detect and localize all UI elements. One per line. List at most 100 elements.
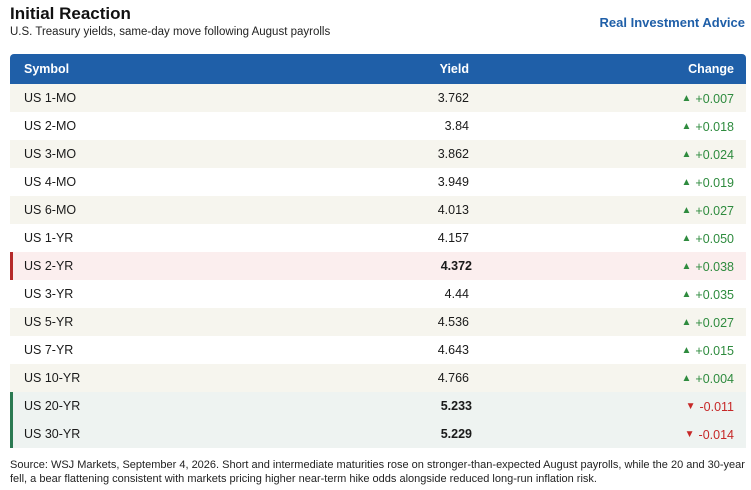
cell-yield: 4.643 <box>437 343 469 357</box>
table-row: US 1-MO 3.762 ▲ +0.007 <box>10 84 746 112</box>
table-row: US 2-MO 3.84 ▲ +0.018 <box>10 112 746 140</box>
triangle-up-icon: ▲ <box>681 149 692 161</box>
triangle-up-icon: ▲ <box>681 121 692 133</box>
change-value: ▲ +0.035 <box>682 288 735 302</box>
table-row: US 5-YR 4.536 ▲ +0.027 <box>10 308 746 336</box>
cell-symbol: US 3-MO <box>24 147 77 161</box>
change-value: ▲ +0.027 <box>682 316 735 330</box>
cell-change: ▲ +0.007 <box>469 90 746 106</box>
table-row: US 2-YR 4.372 ▲ +0.038 <box>10 252 746 280</box>
triangle-up-icon: ▲ <box>681 205 692 217</box>
cell-yield: 4.372 <box>440 259 472 273</box>
cell-change: ▲ +0.019 <box>469 174 746 190</box>
change-text: +0.015 <box>695 343 734 358</box>
change-text: +0.050 <box>695 231 734 246</box>
cell-yield: 3.84 <box>444 119 469 133</box>
cell-change: ▲ +0.024 <box>469 146 746 162</box>
table-row: US 20-YR 5.233 ▼ -0.011 <box>10 392 746 420</box>
triangle-up-icon: ▲ <box>681 177 692 189</box>
cell-change: ▲ +0.038 <box>472 258 746 274</box>
triangle-up-icon: ▲ <box>681 345 692 357</box>
change-text: +0.007 <box>695 91 734 106</box>
change-text: -0.014 <box>698 427 734 442</box>
page-title: Initial Reaction <box>10 4 131 23</box>
change-value: ▲ +0.018 <box>682 120 735 134</box>
cell-symbol: US 3-YR <box>24 287 74 301</box>
triangle-up-icon: ▲ <box>681 261 692 273</box>
cell-symbol: US 2-YR <box>24 259 74 273</box>
change-value: ▲ +0.024 <box>682 148 735 162</box>
column-header-change: Change <box>688 62 734 76</box>
table-row: US 1-YR 4.157 ▲ +0.050 <box>10 224 746 252</box>
change-value: ▼ -0.011 <box>686 400 734 414</box>
cell-symbol: US 10-YR <box>24 371 81 385</box>
change-text: +0.038 <box>695 259 734 274</box>
change-text: +0.027 <box>695 203 734 218</box>
change-text: +0.035 <box>695 287 734 302</box>
table-row: US 7-YR 4.643 ▲ +0.015 <box>10 336 746 364</box>
change-value: ▲ +0.019 <box>682 176 735 190</box>
yields-table: Symbol Yield Change US 1-MO 3.762 ▲ +0.007 U… <box>10 54 746 448</box>
cell-yield: 3.949 <box>437 175 469 189</box>
cell-symbol: US 7-YR <box>24 343 74 357</box>
change-text: +0.019 <box>695 175 734 190</box>
cell-symbol: US 2-MO <box>24 119 77 133</box>
cell-symbol: US 30-YR <box>24 427 81 441</box>
brand-logo-text: Real Investment Advice <box>599 15 745 30</box>
cell-change: ▲ +0.035 <box>469 286 746 302</box>
triangle-up-icon: ▲ <box>681 289 692 301</box>
cell-yield: 5.233 <box>440 399 472 413</box>
page-subtitle: U.S. Treasury yields, same-day move foll… <box>10 26 331 38</box>
change-text: -0.011 <box>699 399 734 414</box>
cell-symbol: US 1-MO <box>24 91 77 105</box>
cell-change: ▲ +0.027 <box>469 314 746 330</box>
column-header-symbol: Symbol <box>24 62 70 76</box>
triangle-up-icon: ▲ <box>681 373 692 385</box>
change-value: ▲ +0.050 <box>682 232 735 246</box>
cell-yield: 4.766 <box>437 371 469 385</box>
footnote: Source: WSJ Markets, September 4, 2026. … <box>10 459 745 485</box>
change-value: ▲ +0.004 <box>682 372 735 386</box>
cell-yield: 3.762 <box>437 91 469 105</box>
change-value: ▲ +0.038 <box>682 260 735 274</box>
table-row: US 6-MO 4.013 ▲ +0.027 <box>10 196 746 224</box>
cell-symbol: US 1-YR <box>24 231 74 245</box>
change-text: +0.018 <box>695 119 734 134</box>
table-row: US 4-MO 3.949 ▲ +0.019 <box>10 168 746 196</box>
cell-yield: 5.229 <box>440 427 472 441</box>
triangle-down-icon: ▼ <box>684 429 695 441</box>
table-row: US 3-MO 3.862 ▲ +0.024 <box>10 140 746 168</box>
table-row: US 10-YR 4.766 ▲ +0.004 <box>10 364 746 392</box>
change-value: ▲ +0.007 <box>682 92 735 106</box>
cell-symbol: US 20-YR <box>24 399 81 413</box>
cell-change: ▲ +0.015 <box>469 342 746 358</box>
triangle-up-icon: ▲ <box>681 233 692 245</box>
table-row: US 3-YR 4.44 ▲ +0.035 <box>10 280 746 308</box>
cell-symbol: US 6-MO <box>24 203 77 217</box>
cell-change: ▲ +0.050 <box>469 230 746 246</box>
cell-change: ▲ +0.027 <box>469 202 746 218</box>
triangle-up-icon: ▲ <box>681 93 692 105</box>
change-text: +0.004 <box>695 371 734 386</box>
cell-change: ▲ +0.004 <box>469 370 746 386</box>
table-row: US 30-YR 5.229 ▼ -0.014 <box>10 420 746 448</box>
cell-yield: 4.536 <box>437 315 469 329</box>
triangle-down-icon: ▼ <box>685 401 696 413</box>
cell-symbol: US 4-MO <box>24 175 77 189</box>
cell-change: ▲ +0.018 <box>469 118 746 134</box>
change-text: +0.024 <box>695 147 734 162</box>
cell-change: ▼ -0.011 <box>472 398 746 414</box>
cell-yield: 4.157 <box>437 231 469 245</box>
triangle-up-icon: ▲ <box>681 317 692 329</box>
column-header-yield: Yield <box>439 62 469 76</box>
cell-symbol: US 5-YR <box>24 315 74 329</box>
change-text: +0.027 <box>695 315 734 330</box>
table-header-row: Symbol Yield Change <box>10 54 746 84</box>
cell-yield: 3.862 <box>437 147 469 161</box>
table-body: US 1-MO 3.762 ▲ +0.007 US 2-MO 3.84 ▲ +0.018 US … <box>10 84 746 448</box>
change-value: ▲ +0.027 <box>682 204 735 218</box>
cell-yield: 4.44 <box>444 287 469 301</box>
change-value: ▼ -0.014 <box>685 428 734 442</box>
cell-change: ▼ -0.014 <box>472 426 746 442</box>
cell-yield: 4.013 <box>437 203 469 217</box>
